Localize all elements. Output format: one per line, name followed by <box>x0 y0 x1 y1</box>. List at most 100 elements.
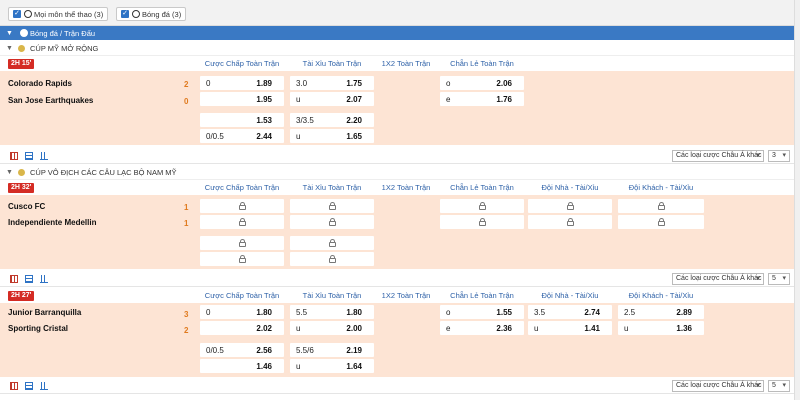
locked-odds-cell <box>618 199 704 213</box>
away-team: Independiente Medellin <box>8 218 97 227</box>
lock-icon <box>239 218 246 226</box>
over-under-odds-cell[interactable]: u 2.00 <box>290 321 374 335</box>
odd-even-odds-cell[interactable]: o 1.55 <box>440 305 524 319</box>
league-icon <box>18 169 25 176</box>
lock-icon <box>658 218 665 226</box>
collapse-icon[interactable]: ▼ <box>6 45 13 52</box>
football-icon <box>132 10 140 18</box>
over-under-odds-cell[interactable]: 3/3.5 2.20 <box>290 113 374 127</box>
column-home-over-under: Đội Nhà - Tài/Xỉu <box>541 183 599 192</box>
stats-icon[interactable] <box>10 382 18 390</box>
locked-odds-cell <box>290 252 374 266</box>
column-header-row: 2H 27' Cược Chấp Toàn Trận Tài Xỉu Toàn … <box>0 289 800 303</box>
chart-icon[interactable] <box>40 382 48 390</box>
handicap-odds-cell[interactable]: 0 1.80 <box>200 305 284 319</box>
collapse-icon[interactable]: ▼ <box>6 169 13 176</box>
count-select[interactable]: 3 ▾ <box>768 150 790 162</box>
over-under-odds-cell[interactable]: 5.5 1.80 <box>290 305 374 319</box>
locked-odds-cell <box>528 199 612 213</box>
handicap-odds-cell[interactable]: 2.02 <box>200 321 284 335</box>
home-score: 2 <box>184 80 189 89</box>
column-handicap: Cược Chấp Toàn Trận <box>204 183 280 192</box>
lock-icon <box>329 202 336 210</box>
filter-bar: ✓ Mọi môn thể thao (3) ✓ Bóng đá (3) <box>0 0 800 26</box>
home-team: Cusco FC <box>8 202 46 211</box>
column-handicap: Cược Chấp Toàn Trận <box>204 291 280 300</box>
match-block-2: 2H 32' Cược Chấp Toàn Trận Tài Xỉu Toàn … <box>0 181 800 269</box>
chevron-down-icon: ▾ <box>782 152 786 159</box>
lock-icon <box>329 218 336 226</box>
odd-even-odds-cell[interactable]: o 2.06 <box>440 76 524 90</box>
lock-icon <box>479 202 486 210</box>
handicap-odds-cell[interactable]: 0/0.5 2.44 <box>200 129 284 143</box>
over-under-odds-cell[interactable]: 3.0 1.75 <box>290 76 374 90</box>
column-header-row: 2H 15' Cược Chấp Toàn Trận Tài Xỉu Toàn … <box>0 57 800 71</box>
lock-icon <box>329 255 336 263</box>
chart-icon[interactable] <box>40 275 48 283</box>
over-under-odds-cell[interactable]: 5.5/6 2.19 <box>290 343 374 357</box>
checkbox-icon: ✓ <box>121 10 129 18</box>
match-time-badge: 2H 27' <box>8 291 35 301</box>
odd-even-odds-cell[interactable]: e 2.36 <box>440 321 524 335</box>
home-over-under-odds-cell[interactable]: 3.5 2.74 <box>528 305 612 319</box>
lock-icon <box>239 202 246 210</box>
collapse-icon[interactable]: ▼ <box>6 29 13 37</box>
handicap-odds-cell[interactable]: 1.53 <box>200 113 284 127</box>
home-over-under-odds-cell[interactable]: u 1.41 <box>528 321 612 335</box>
column-header-row: 2H 32' Cược Chấp Toàn Trận Tài Xỉu Toàn … <box>0 181 800 195</box>
other-bets-select[interactable]: Các loại cược Châu Á khác ▾ <box>672 380 764 392</box>
handicap-odds-cell[interactable]: 0 1.89 <box>200 76 284 90</box>
away-score: 2 <box>184 326 189 335</box>
league-header-us-open-cup[interactable]: ▼ CÚP MỸ MỞ RỘNG <box>0 42 800 56</box>
info-icon[interactable] <box>25 152 33 160</box>
column-1x2: 1X2 Toàn Trận <box>381 59 431 68</box>
over-under-odds-cell[interactable]: u 1.65 <box>290 129 374 143</box>
away-score: 0 <box>184 97 189 106</box>
sport-header[interactable]: ▼ Bóng đá / Trận Đấu <box>0 26 800 40</box>
chevron-down-icon: ▾ <box>782 275 786 282</box>
over-under-odds-cell[interactable]: u 1.64 <box>290 359 374 373</box>
football-icon <box>20 29 28 37</box>
chart-icon[interactable] <box>40 152 48 160</box>
match-time-badge: 2H 15' <box>8 59 35 69</box>
other-bets-select[interactable]: Các loại cược Châu Á khác ▾ <box>672 150 764 162</box>
odd-even-odds-cell[interactable]: e 1.76 <box>440 92 524 106</box>
locked-odds-cell <box>290 236 374 250</box>
column-odd-even: Chẵn Lẻ Toàn Trận <box>450 183 514 192</box>
filter-all-sports[interactable]: ✓ Mọi môn thể thao (3) <box>8 7 109 21</box>
locked-odds-cell <box>290 199 374 213</box>
over-under-odds-cell[interactable]: u 2.07 <box>290 92 374 106</box>
locked-odds-cell <box>200 215 284 229</box>
lock-icon <box>479 218 486 226</box>
filter-football[interactable]: ✓ Bóng đá (3) <box>116 7 187 21</box>
match-block-3: 2H 27' Cược Chấp Toàn Trận Tài Xỉu Toàn … <box>0 289 800 377</box>
column-over-under: Tài Xỉu Toàn Trận <box>302 59 362 68</box>
other-bets-select[interactable]: Các loại cược Châu Á khác ▾ <box>672 273 764 285</box>
lock-icon <box>567 218 574 226</box>
away-over-under-odds-cell[interactable]: u 1.36 <box>618 321 704 335</box>
column-away-over-under: Đội Khách - Tài/Xỉu <box>628 183 694 192</box>
info-icon[interactable] <box>25 382 33 390</box>
league-header-copa-libertadores[interactable]: ▼ CÚP VÔ ĐỊCH CÁC CÂU LẠC BỘ NAM MỸ <box>0 166 800 180</box>
column-1x2: 1X2 Toàn Trận <box>381 291 431 300</box>
lock-icon <box>329 239 336 247</box>
ball-icon <box>24 10 32 18</box>
handicap-odds-cell[interactable]: 1.46 <box>200 359 284 373</box>
chevron-down-icon: ▾ <box>756 382 760 389</box>
handicap-odds-cell[interactable]: 0/0.5 2.56 <box>200 343 284 357</box>
lock-icon <box>658 202 665 210</box>
locked-odds-cell <box>290 215 374 229</box>
chevron-down-icon: ▾ <box>756 152 760 159</box>
info-icon[interactable] <box>25 275 33 283</box>
stats-icon[interactable] <box>10 275 18 283</box>
handicap-odds-cell[interactable]: 1.95 <box>200 92 284 106</box>
locked-odds-cell <box>200 252 284 266</box>
count-select[interactable]: 5 ▾ <box>768 273 790 285</box>
scrollbar[interactable] <box>794 0 800 400</box>
count-select[interactable]: 5 ▾ <box>768 380 790 392</box>
match-block-1: 2H 15' Cược Chấp Toàn Trận Tài Xỉu Toàn … <box>0 57 800 145</box>
match-footer-2: Các loại cược Châu Á khác ▾ 5 ▾ <box>0 271 800 287</box>
away-over-under-odds-cell[interactable]: 2.5 2.89 <box>618 305 704 319</box>
stats-icon[interactable] <box>10 152 18 160</box>
checkbox-icon: ✓ <box>13 10 21 18</box>
